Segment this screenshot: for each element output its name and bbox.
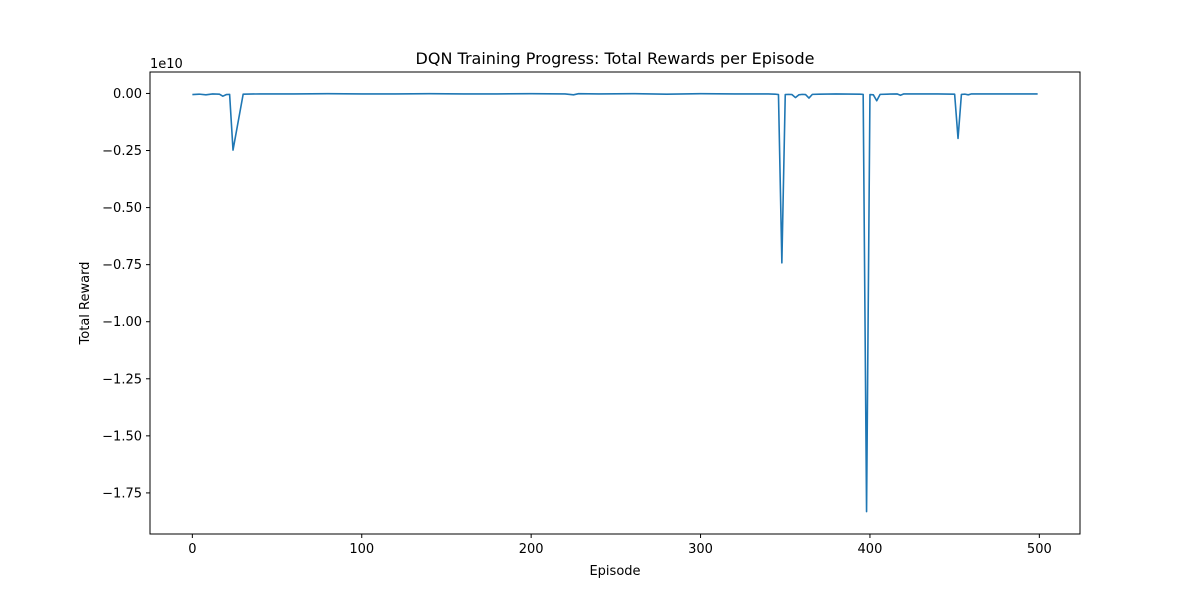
series-group [192,92,1038,513]
y-tick-label: −1.75 [102,486,142,501]
x-axis: 0 100 200 300 400 500 [188,534,1052,557]
y-axis-scale-label: 1e10 [150,57,183,72]
y-tick-label: −1.00 [102,315,142,330]
plot-area [149,71,1081,535]
x-tick-label: 500 [1027,542,1052,557]
y-tick-label: −0.25 [102,144,142,159]
x-tick-label: 100 [349,542,374,557]
x-tick-label: 300 [688,542,713,557]
plot-frame [149,71,1081,535]
x-tick-label: 0 [188,542,196,557]
y-tick-label: 0.00 [113,87,142,102]
y-axis: 0.00 −0.25 −0.50 −0.75 −1.00 −1.25 −1.50 −1.75 [102,87,150,501]
y-tick-label: −1.50 [102,429,142,444]
x-tick-label: 400 [858,542,883,557]
y-tick-label: −1.25 [102,372,142,387]
series-line-0 [192,92,1038,513]
y-axis-label: Total Reward [78,262,93,346]
y-tick-label: −0.75 [102,258,142,273]
x-tick-label: 200 [519,542,544,557]
chart-title: DQN Training Progress: Total Rewards per… [416,49,815,68]
x-axis-label: Episode [589,564,640,579]
y-tick-label: −0.50 [102,201,142,216]
